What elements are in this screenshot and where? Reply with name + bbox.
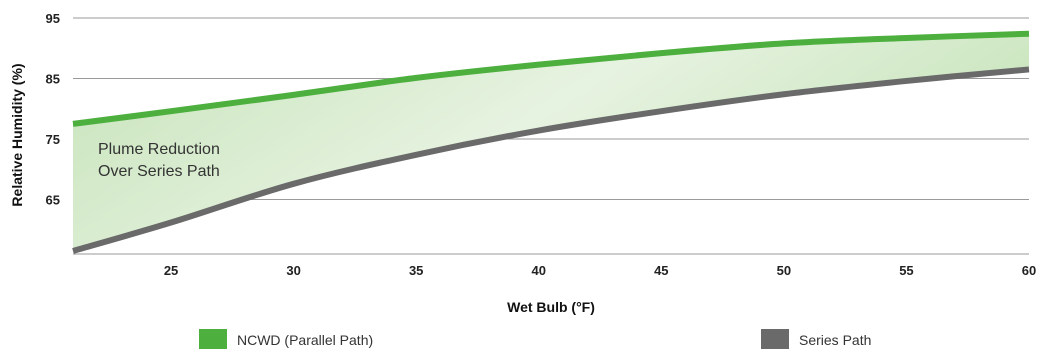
y-tick-label: 85 — [46, 72, 60, 87]
series-line-ncwd — [72, 30, 1030, 127]
x-tick-label: 40 — [532, 263, 546, 278]
legend: NCWD (Parallel Path) Series Path — [199, 329, 871, 349]
series-lines — [72, 30, 1030, 254]
legend-swatch-ncwd — [199, 329, 227, 349]
x-tick-label: 30 — [286, 263, 300, 278]
y-tick-label: 95 — [46, 11, 60, 26]
legend-label-ncwd: NCWD (Parallel Path) — [237, 332, 373, 348]
x-tick-labels: 25 30 35 40 45 50 55 60 — [164, 263, 1036, 278]
plume-reduction-band — [73, 33, 1029, 251]
annotation-line-2: Over Series Path — [98, 163, 220, 180]
annotation-line-1: Plume Reduction — [98, 141, 220, 158]
y-tick-label: 65 — [46, 193, 60, 208]
x-tick-label: 25 — [164, 263, 178, 278]
x-tick-label: 60 — [1022, 263, 1036, 278]
legend-swatch-series-path — [761, 329, 789, 349]
x-tick-label: 55 — [899, 263, 913, 278]
legend-label-series-path: Series Path — [799, 332, 871, 348]
series-line-series-path — [72, 66, 1030, 254]
x-axis-title: Wet Bulb (°F) — [507, 299, 595, 315]
y-tick-labels: 65 75 85 95 — [46, 11, 60, 208]
y-axis-title: Relative Humidity (%) — [9, 63, 25, 206]
x-tick-label: 35 — [409, 263, 423, 278]
y-tick-label: 75 — [46, 132, 60, 147]
x-tick-label: 45 — [654, 263, 668, 278]
x-tick-label: 50 — [777, 263, 791, 278]
